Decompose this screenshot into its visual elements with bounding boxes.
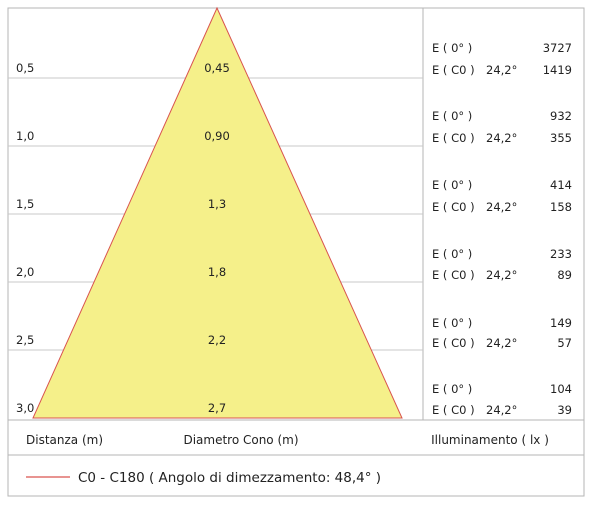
e0-label: E ( 0° ) <box>432 316 472 330</box>
diameter-label: 2,2 <box>208 333 226 347</box>
ec0-value: 89 <box>557 268 572 282</box>
angle-label: 24,2° <box>486 63 517 77</box>
e0-value: 414 <box>550 178 572 192</box>
row: 2,5 2,2 E ( 0° ) 149 E ( C0 ) 24,2° 57 <box>16 316 572 350</box>
angle-label: 24,2° <box>486 200 517 214</box>
ec0-label: E ( C0 ) <box>432 403 475 417</box>
ec0-label: E ( C0 ) <box>432 200 475 214</box>
distance-header: Distanza (m) <box>26 433 103 447</box>
e0-value: 233 <box>550 247 572 261</box>
distance-label: 1,0 <box>16 129 34 143</box>
e0-value: 932 <box>550 109 572 123</box>
ec0-label: E ( C0 ) <box>432 63 475 77</box>
ec0-label: E ( C0 ) <box>432 131 475 145</box>
e0-label: E ( 0° ) <box>432 247 472 261</box>
ec0-value: 39 <box>557 403 572 417</box>
distance-label: 1,5 <box>16 197 34 211</box>
row: 0,5 0,45 E ( 0° ) 3727 E ( C0 ) 24,2° 14… <box>16 41 572 77</box>
e0-label: E ( 0° ) <box>432 41 472 55</box>
light-cone <box>32 6 403 419</box>
ec0-value: 57 <box>557 336 572 350</box>
angle-label: 24,2° <box>486 131 517 145</box>
angle-label: 24,2° <box>486 268 517 282</box>
diameter-label: 2,7 <box>208 401 226 415</box>
row: 3,0 2,7 E ( 0° ) 104 E ( C0 ) 24,2° 39 <box>16 382 572 417</box>
distance-label: 2,5 <box>16 333 34 347</box>
e0-label: E ( 0° ) <box>432 109 472 123</box>
ec0-value: 355 <box>550 131 572 145</box>
diameter-label: 0,45 <box>204 61 230 75</box>
illuminance-header: Illuminamento ( lx ) <box>431 433 549 447</box>
e0-value: 104 <box>550 382 572 396</box>
ec0-label: E ( C0 ) <box>432 268 475 282</box>
ec0-value: 158 <box>550 200 572 214</box>
e0-label: E ( 0° ) <box>432 178 472 192</box>
distance-label: 2,0 <box>16 265 34 279</box>
diameter-label: 1,8 <box>208 265 226 279</box>
angle-label: 24,2° <box>486 336 517 350</box>
diameter-header: Diametro Cono (m) <box>183 433 298 447</box>
row: 1,5 1,3 E ( 0° ) 414 E ( C0 ) 24,2° 158 <box>16 178 572 214</box>
e0-value: 149 <box>550 316 572 330</box>
e0-value: 3727 <box>543 41 572 55</box>
ec0-value: 1419 <box>543 63 572 77</box>
legend-text: C0 - C180 ( Angolo di dimezzamento: 48,4… <box>78 470 381 486</box>
angle-label: 24,2° <box>486 403 517 417</box>
diagram-frame <box>7 7 585 497</box>
ec0-label: E ( C0 ) <box>432 336 475 350</box>
diameter-label: 0,90 <box>204 129 230 143</box>
distance-label: 0,5 <box>16 61 34 75</box>
diameter-label: 1,3 <box>208 197 226 211</box>
row: 2,0 1,8 E ( 0° ) 233 E ( C0 ) 24,2° 89 <box>16 247 572 282</box>
distance-label: 3,0 <box>16 401 34 415</box>
row: 1,0 0,90 E ( 0° ) 932 E ( C0 ) 24,2° 355 <box>16 109 572 145</box>
e0-label: E ( 0° ) <box>432 382 472 396</box>
